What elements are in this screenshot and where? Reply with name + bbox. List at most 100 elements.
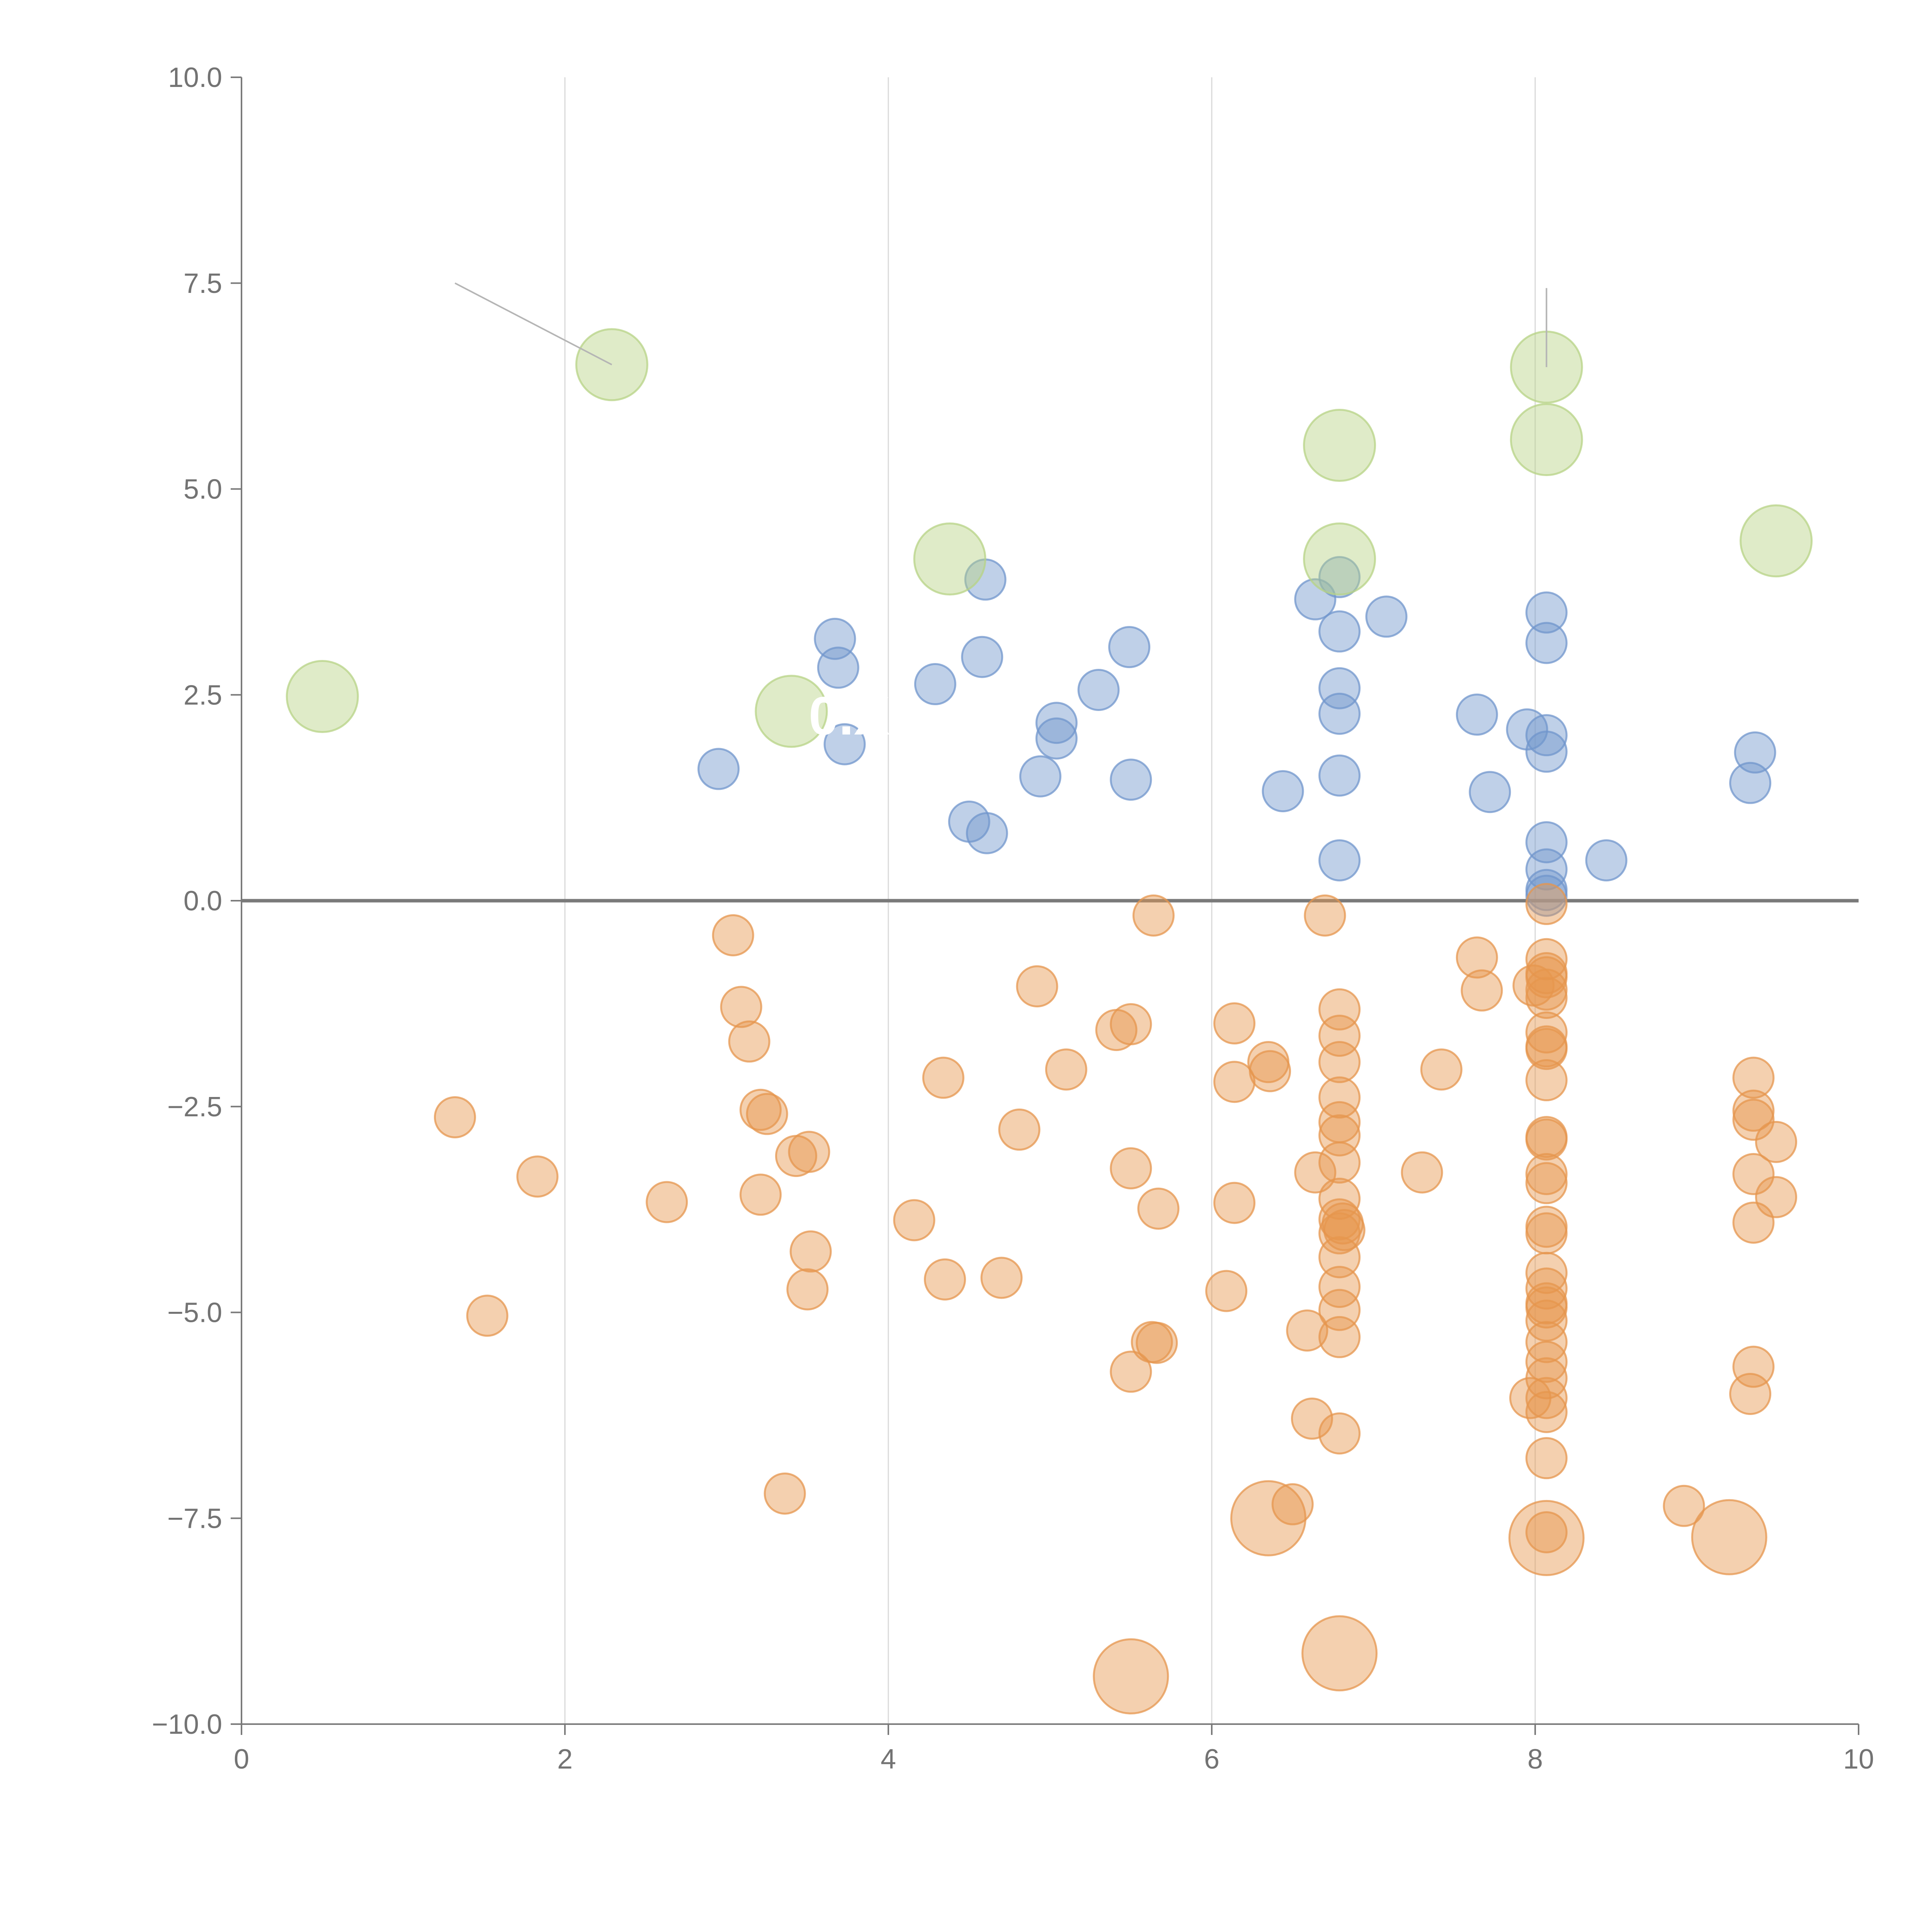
positive-point [697,748,740,790]
y-tick-label: −5.0 [167,1298,222,1328]
negative-point [1045,1048,1087,1091]
highlighted-negative-point [1301,1615,1378,1692]
y-tick-label: −10.0 [152,1709,222,1740]
negative-point [646,1181,688,1223]
positive-point [1469,771,1511,813]
data-points [286,328,1813,1714]
negative-point [1318,1265,1361,1308]
positive-point [1318,610,1361,653]
leader-line [454,282,612,366]
negative-point [1755,1121,1798,1163]
highlighted-point [1303,522,1376,596]
negative-point [1213,1182,1256,1224]
negative-point [788,1131,830,1173]
negative-point [1663,1485,1705,1527]
negative-point [739,1088,782,1131]
negative-point [1110,1350,1152,1393]
positive-point [1525,622,1568,664]
positive-point [1525,714,1568,757]
negative-point [1321,1202,1364,1245]
negative-point [1525,1252,1568,1294]
negative-point [1525,1059,1568,1102]
negative-point [1318,1014,1361,1057]
negative-point [998,1108,1041,1151]
highlighted-point [755,675,828,748]
negative-point [1525,1437,1568,1480]
highlighted-negative-point [1230,1480,1306,1556]
positive-point [817,646,859,689]
negative-point [1456,936,1498,979]
positive-point [1108,626,1151,668]
negative-point [1110,1147,1152,1190]
negative-point [764,1472,806,1515]
negative-point [1525,1357,1568,1400]
leader-lines [454,282,1548,367]
negative-point [1137,1187,1180,1230]
annotations: 0.X [809,685,890,746]
positive-point [1365,595,1408,638]
negative-point [1318,1236,1361,1279]
positive-point [914,663,956,706]
positive-point [1729,762,1772,804]
y-tick-label: 5.0 [184,474,222,505]
positive-point [1077,668,1120,711]
negative-point [1525,968,1568,1011]
negative-point [1213,1002,1256,1045]
negative-point [1291,1397,1333,1440]
x-tick-label: 4 [881,1744,896,1775]
negative-point [1525,938,1568,980]
negative-point [1304,894,1346,937]
negative-point [1132,894,1175,937]
positive-point [1110,759,1152,801]
highlighted-point [1510,403,1583,476]
negative-point [1318,1076,1361,1119]
negative-point [1732,1345,1775,1388]
negative-point [1249,1050,1291,1092]
negative-point [1318,1412,1361,1455]
y-tick-label: 2.5 [184,680,222,711]
negative-point [1525,1267,1568,1310]
positive-point [1318,692,1361,735]
positive-point [1525,730,1568,773]
positive-point [1262,770,1304,813]
y-tick-label: 7.5 [184,268,222,299]
highlighted-negative-point [1691,1499,1767,1575]
negative-point [1732,1099,1775,1141]
negative-point [1525,1153,1568,1195]
negative-point [712,914,754,957]
negative-point [1732,1153,1775,1195]
axes: −10.0 −7.5 −5.0 −2.5 0.0 2.5 5.0 7.5 10.0 0 2 4 6 8 10 [152,62,1874,1775]
negative-point [1271,1483,1314,1526]
x-tick-label: 8 [1527,1744,1543,1775]
positive-point [1318,667,1361,709]
negative-point [1213,1061,1256,1103]
x-tick-label: 2 [557,1744,573,1775]
negative-point [1525,1282,1568,1325]
x-tick-label: 10 [1843,1744,1874,1775]
positive-point [823,723,866,765]
negative-point [1110,1003,1152,1046]
positive-point [1318,556,1361,599]
negative-point [720,986,762,1028]
highlighted-point [1303,409,1376,482]
negative-point [1525,1025,1568,1068]
negative-point [1525,1299,1568,1342]
x-tick-label: 6 [1204,1744,1219,1775]
y-tick-label: −2.5 [167,1092,222,1122]
y-tick-label: −7.5 [167,1503,222,1534]
negative-point [923,1258,966,1301]
negative-point [1729,1372,1772,1415]
negative-point [786,1268,829,1311]
negative-point [789,1230,832,1273]
negative-point [1732,1089,1775,1132]
positive-point [961,636,1003,678]
positive-point [1585,839,1628,882]
negative-point [1401,1151,1443,1194]
negative-point [1286,1309,1328,1352]
negative-point [1525,1391,1568,1433]
negative-point [1732,1056,1775,1099]
negative-point [516,1155,559,1198]
negative-point [922,1056,964,1099]
negative-point [1525,1206,1568,1248]
